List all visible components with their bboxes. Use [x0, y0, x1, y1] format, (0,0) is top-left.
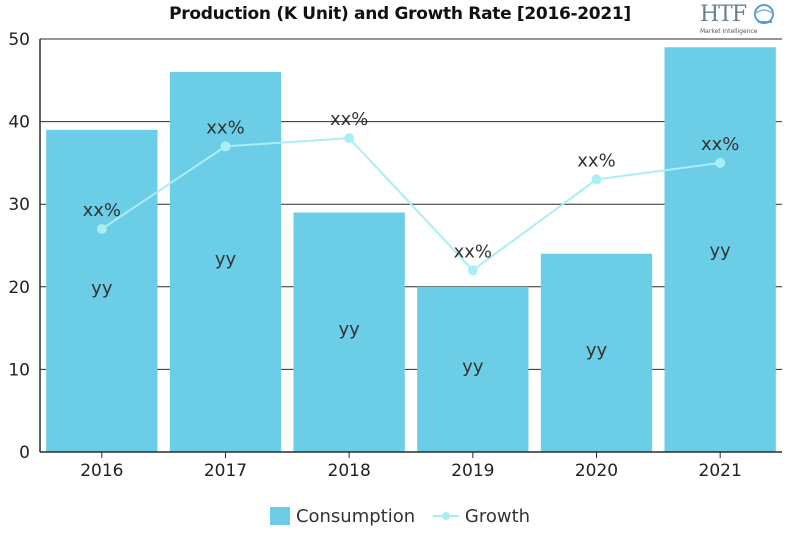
bar-consumption-2021 [664, 47, 776, 452]
chart-title: Production (K Unit) and Growth Rate [201… [169, 4, 631, 24]
x-tick-label: 2020 [575, 461, 618, 481]
bar-label: yy [339, 319, 361, 340]
bar-label: yy [710, 241, 732, 262]
bar-consumption-2017 [169, 72, 282, 452]
logo-globe-icon [754, 4, 774, 24]
growth-point-2018 [344, 133, 355, 144]
logo-text: HTF [700, 2, 747, 27]
bar-label: yy [586, 340, 608, 361]
x-tick-label: 2021 [699, 461, 742, 481]
y-tick-label: 40 [8, 113, 30, 133]
y-tick-label: 0 [19, 443, 30, 463]
bar-label: yy [91, 278, 113, 299]
logo-subtext: Market Intelligence [700, 28, 758, 35]
y-tick-label: 50 [8, 30, 30, 50]
growth-label: xx% [701, 134, 739, 155]
bar-consumption-2019 [417, 286, 529, 452]
bar-label: yy [462, 356, 484, 377]
htf-logo: HTF Market Intelligence [700, 2, 786, 36]
x-tick-label: 2019 [451, 461, 494, 481]
bar-consumption-2018 [293, 212, 405, 452]
growth-point-2017 [220, 141, 231, 152]
y-tick-label: 20 [8, 278, 30, 298]
growth-point-2021 [715, 157, 726, 168]
growth-point-2020 [591, 174, 602, 185]
growth-point-2016 [96, 223, 107, 234]
legend-swatch-consumption [269, 507, 290, 525]
bar-label: yy [215, 249, 237, 270]
legend-line-growth [432, 507, 459, 525]
x-tick-label: 2016 [80, 461, 123, 481]
bar-consumption-2016 [46, 129, 158, 453]
bar-consumption-2020 [540, 253, 653, 452]
legend-label-consumption: Consumption [295, 505, 416, 527]
x-tick-label: 2017 [204, 461, 247, 481]
growth-line [101, 137, 721, 272]
growth-point-2019 [467, 265, 478, 276]
legend-item-growth[interactable]: Growth [432, 505, 531, 527]
x-tick-label: 2018 [328, 461, 371, 481]
legend-item-consumption[interactable]: Consumption [269, 505, 416, 527]
growth-label: xx% [577, 150, 615, 171]
growth-label: xx% [206, 117, 244, 138]
y-tick-label: 30 [8, 195, 30, 215]
growth-label: xx% [83, 200, 121, 221]
y-tick-label: 10 [8, 360, 30, 380]
growth-label: xx% [454, 241, 492, 262]
legend-label-growth: Growth [464, 505, 531, 527]
legend: Consumption Growth [0, 505, 800, 527]
growth-label: xx% [330, 109, 368, 130]
